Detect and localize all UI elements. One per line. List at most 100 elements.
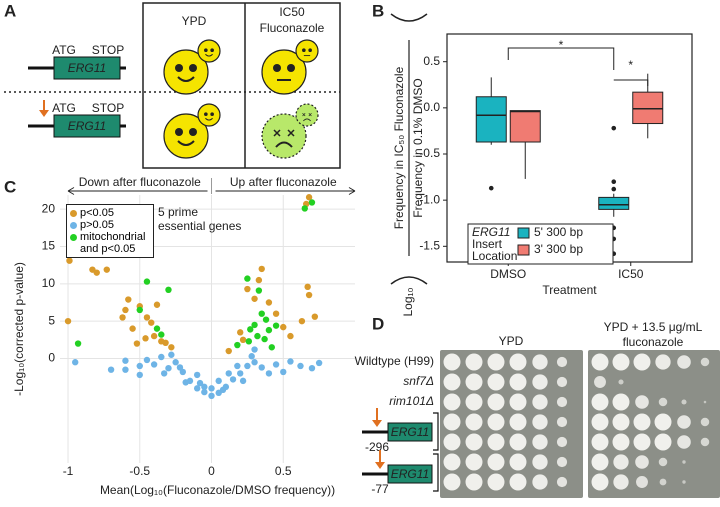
- point: [244, 362, 251, 370]
- box: [598, 196, 630, 210]
- x-tick-label: 0.5: [275, 464, 292, 478]
- point: [272, 310, 280, 317]
- yeast-spot: [556, 376, 568, 388]
- yeast-spot: [591, 413, 609, 431]
- yeast-spot: [509, 373, 527, 391]
- point: [265, 299, 273, 306]
- yeast-spot: [443, 413, 461, 431]
- point: [225, 370, 232, 377]
- point: [172, 359, 179, 366]
- eye: [308, 48, 312, 52]
- legend-title: ERG11: [472, 225, 510, 239]
- yeast-spot: [532, 434, 548, 450]
- yeast-spot: [591, 473, 609, 491]
- box: [632, 91, 664, 125]
- column-header: IC50: [279, 5, 305, 19]
- point: [136, 371, 143, 379]
- header-arrow: [215, 187, 356, 195]
- gene-name: ERG11: [68, 61, 106, 75]
- point: [248, 353, 255, 360]
- point: [254, 332, 261, 340]
- point: [237, 329, 244, 336]
- point: [251, 359, 258, 366]
- y-tick-label: -1.5: [419, 238, 440, 252]
- outlier: [611, 125, 617, 131]
- point: [143, 314, 151, 321]
- yeast-spot: [591, 393, 609, 411]
- point: [265, 326, 273, 334]
- legend-marker: [70, 210, 77, 217]
- yeast-spot: [465, 433, 483, 451]
- point: [272, 361, 280, 368]
- codon-label: STOP: [92, 43, 124, 57]
- y-axis-label-denominator: Frequency in 0.1% DMSO: [411, 78, 425, 217]
- y-tick-label: 5: [48, 313, 55, 327]
- point: [308, 364, 316, 372]
- yeast-spot: [591, 433, 609, 451]
- annotation: 5 prime: [158, 205, 198, 219]
- legend: p<0.05 p>0.05 mitochondrial and p<0.05: [66, 204, 154, 258]
- outlier: [488, 185, 494, 191]
- point: [298, 317, 306, 325]
- point: [245, 338, 253, 345]
- yeast-bud: [197, 39, 221, 63]
- eye-x: [273, 129, 281, 137]
- mouth: [205, 117, 213, 121]
- yeast-spot: [594, 376, 606, 388]
- box: [475, 96, 507, 143]
- yeast-spot: [556, 416, 568, 428]
- eye-x: [287, 129, 295, 137]
- panel-label: B: [372, 1, 384, 20]
- yeast-spot: [655, 354, 671, 370]
- point: [297, 362, 304, 370]
- point: [66, 257, 73, 264]
- box: [509, 110, 541, 143]
- point: [251, 346, 258, 353]
- yeast-spot: [654, 413, 672, 431]
- point: [239, 377, 247, 385]
- header-label: Up after fluconazole: [230, 175, 337, 189]
- significance-bracket: [613, 79, 649, 86]
- yeast-spot: [659, 478, 667, 486]
- y-axis-label: -Log₁₀(corrected p-value): [12, 262, 26, 396]
- point: [315, 359, 323, 367]
- yeast-spot: [654, 433, 672, 451]
- yeast-spot: [443, 393, 461, 411]
- yeast-spot: [677, 415, 691, 429]
- point: [287, 332, 294, 340]
- y-axis-label: Frequency in IC₅₀ Fluconazole Frequency i…: [390, 13, 428, 317]
- yeast-spot: [532, 454, 548, 470]
- legend-frame: [467, 223, 614, 265]
- yeast-spot: [509, 353, 527, 371]
- codon-label: ATG: [52, 101, 76, 115]
- point: [268, 344, 275, 351]
- yeast-spot: [465, 373, 483, 391]
- point: [153, 301, 161, 308]
- yeast-spot: [556, 476, 568, 488]
- yeast-spot: [682, 460, 686, 464]
- mouth: [303, 118, 311, 122]
- point: [136, 306, 143, 314]
- yeast-spot: [556, 396, 568, 408]
- x-tick-label: IC50: [618, 267, 644, 281]
- yeast-spot: [443, 373, 461, 391]
- yeast-spot: [443, 353, 461, 371]
- y-tick-label: 0.0: [423, 100, 440, 114]
- yeast-spot: [443, 433, 461, 451]
- insert-position: -296: [365, 440, 389, 454]
- yeast-spot: [487, 433, 505, 451]
- point: [265, 370, 273, 377]
- mouth: [177, 140, 195, 146]
- yeast-spot: [613, 454, 629, 470]
- legend-title: Insert: [472, 237, 503, 251]
- legend-label: 3' 300 bp: [534, 242, 583, 256]
- point: [239, 336, 247, 344]
- point: [158, 353, 165, 361]
- eye: [204, 112, 208, 116]
- annotation: essential genes: [158, 219, 241, 233]
- point: [193, 385, 201, 392]
- yeast-spot: [509, 433, 527, 451]
- yeast-spot: [612, 393, 630, 411]
- point: [160, 370, 168, 377]
- yeast-spot: [658, 397, 668, 407]
